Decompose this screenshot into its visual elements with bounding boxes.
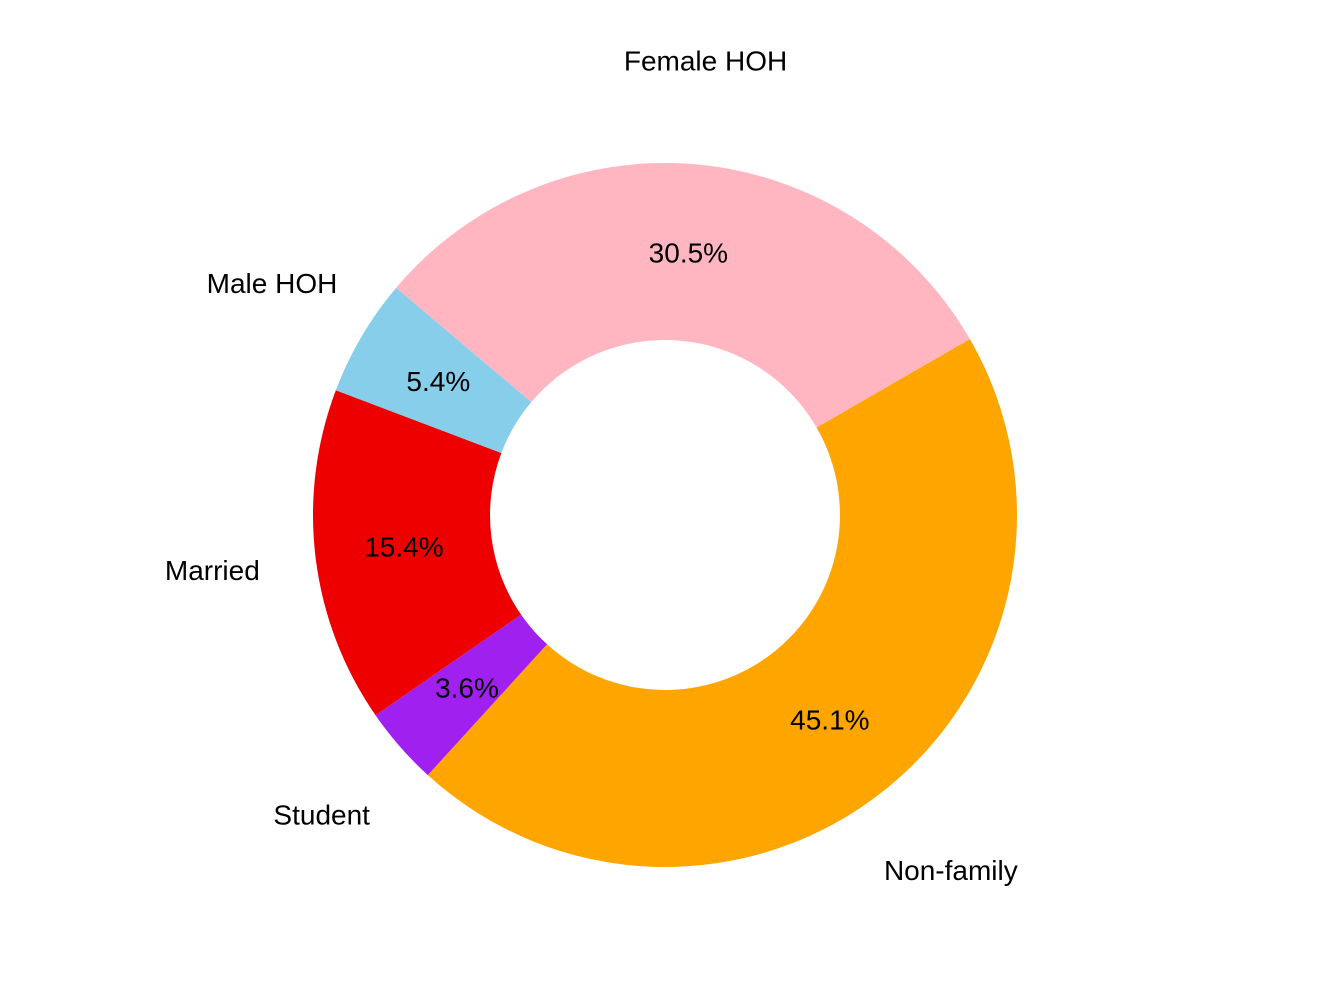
- percent-label-male-hoh: 5.4%: [406, 366, 470, 397]
- slice-married: [313, 390, 522, 716]
- category-label-non-family: Non-family: [884, 855, 1018, 886]
- category-label-married: Married: [165, 555, 260, 586]
- percent-label-non-family: 45.1%: [790, 704, 869, 735]
- slices-group: [313, 163, 1017, 867]
- slice-male-hoh: [335, 287, 532, 453]
- percent-label-female-hoh: 30.5%: [649, 238, 728, 269]
- slice-non-family: [427, 339, 1017, 867]
- percent-label-married: 15.4%: [364, 531, 443, 562]
- percent-labels-group: 45.1% 3.6% 15.4% 5.4% 30.5%: [364, 238, 869, 736]
- slice-female-hoh: [396, 163, 970, 428]
- category-label-student: Student: [273, 800, 370, 831]
- category-labels-group: Non-family Student Married Male HOH Female H…: [165, 45, 1018, 885]
- slice-student: [375, 614, 548, 776]
- percent-label-student: 3.6%: [435, 673, 499, 704]
- category-label-male-hoh: Male HOH: [207, 268, 338, 299]
- category-label-female-hoh: Female HOH: [624, 45, 787, 76]
